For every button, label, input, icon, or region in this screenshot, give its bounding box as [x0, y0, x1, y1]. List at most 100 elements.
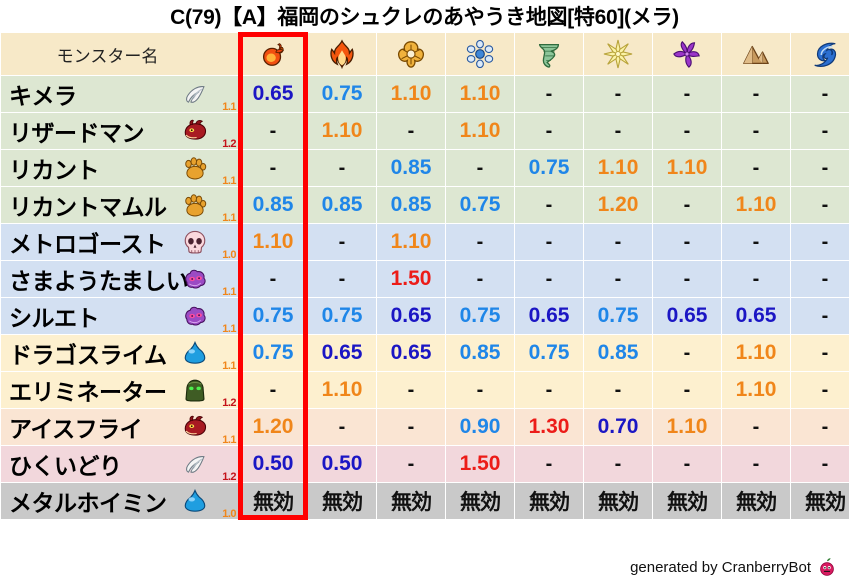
resistance-cell[interactable]: 0.50 — [239, 446, 307, 482]
column-header-water-wave[interactable] — [791, 33, 849, 75]
resistance-cell[interactable]: - — [791, 335, 849, 371]
resistance-cell[interactable]: - — [653, 187, 721, 223]
monster-name-cell[interactable]: メタルホイミン 1.0 — [1, 483, 238, 520]
monster-name-cell[interactable]: リカント 1.1 — [1, 150, 238, 187]
resistance-cell[interactable]: - — [446, 224, 514, 260]
resistance-cell[interactable]: - — [791, 446, 849, 482]
resistance-cell[interactable]: 0.65 — [515, 298, 583, 334]
resistance-cell[interactable]: 1.50 — [446, 446, 514, 482]
monster-name-cell[interactable]: メトロゴースト 1.0 — [1, 224, 238, 261]
resistance-cell[interactable]: - — [722, 261, 790, 297]
table-row[interactable]: エリミネーター 1.2-1.10- - - - -1.10- — [1, 372, 849, 409]
resistance-cell[interactable]: 無効 — [791, 483, 849, 519]
table-row[interactable]: さまようたましい 1.1- -1.50- - - - - - — [1, 261, 849, 298]
resistance-cell[interactable]: - — [584, 113, 652, 149]
resistance-cell[interactable]: - — [653, 446, 721, 482]
resistance-cell[interactable]: 1.10 — [446, 113, 514, 149]
resistance-cell[interactable]: - — [446, 372, 514, 408]
resistance-cell[interactable]: 無効 — [308, 483, 376, 519]
resistance-cell[interactable]: - — [791, 224, 849, 260]
resistance-cell[interactable]: - — [653, 372, 721, 408]
resistance-cell[interactable]: - — [515, 224, 583, 260]
resistance-cell[interactable]: - — [515, 261, 583, 297]
resistance-cell[interactable]: 0.75 — [308, 76, 376, 112]
resistance-cell[interactable]: 無効 — [653, 483, 721, 519]
resistance-cell[interactable]: - — [515, 76, 583, 112]
resistance-cell[interactable]: - — [308, 409, 376, 445]
resistance-cell[interactable]: - — [446, 150, 514, 186]
monster-name-cell[interactable]: ひくいどり 1.2 — [1, 446, 238, 483]
monster-name-cell[interactable]: リザードマン 1.2 — [1, 113, 238, 150]
resistance-cell[interactable]: - — [791, 76, 849, 112]
resistance-cell[interactable]: 0.75 — [446, 187, 514, 223]
resistance-cell[interactable]: 1.10 — [239, 224, 307, 260]
resistance-cell[interactable]: - — [377, 372, 445, 408]
resistance-cell[interactable]: - — [377, 113, 445, 149]
resistance-cell[interactable]: - — [239, 261, 307, 297]
table-row[interactable]: シルエト 1.1 0.75 0.75 0.65 0.75 0.65 0.75 0.65 0.65- — [1, 298, 849, 335]
resistance-cell[interactable]: - — [515, 113, 583, 149]
column-header-tornado-wind[interactable] — [515, 33, 583, 75]
resistance-cell[interactable]: 0.85 — [308, 187, 376, 223]
resistance-cell[interactable]: - — [515, 187, 583, 223]
resistance-cell[interactable]: - — [584, 446, 652, 482]
table-row[interactable]: キメラ 1.1 0.65 0.75 1.10 1.10- - - - - — [1, 76, 849, 113]
resistance-cell[interactable]: 0.65 — [722, 298, 790, 334]
resistance-cell[interactable]: 1.10 — [722, 187, 790, 223]
table-row[interactable]: ドラゴスライム 1.1 0.75 0.65 0.65 0.85 0.75 0.85-1.10- — [1, 335, 849, 372]
table-row[interactable]: メタルホイミン 1.0 無効 無効 無効 無効 無効 無効 無効 無効 無効 — [1, 483, 849, 520]
resistance-cell[interactable]: 0.75 — [446, 298, 514, 334]
resistance-cell[interactable]: - — [584, 224, 652, 260]
resistance-cell[interactable]: 無効 — [239, 483, 307, 519]
column-header-mera-meteor[interactable] — [239, 33, 307, 75]
resistance-cell[interactable]: 1.10 — [653, 150, 721, 186]
column-header-hyado-ice[interactable] — [377, 33, 445, 75]
resistance-cell[interactable]: 0.50 — [308, 446, 376, 482]
resistance-cell[interactable]: 0.85 — [446, 335, 514, 371]
monster-name-cell[interactable]: ドラゴスライム 1.1 — [1, 335, 238, 372]
resistance-cell[interactable]: 無効 — [377, 483, 445, 519]
resistance-cell[interactable]: 0.85 — [239, 187, 307, 223]
resistance-cell[interactable]: - — [791, 261, 849, 297]
resistance-cell[interactable]: - — [239, 372, 307, 408]
resistance-cell[interactable]: - — [446, 261, 514, 297]
resistance-cell[interactable]: 0.65 — [377, 335, 445, 371]
resistance-cell[interactable]: - — [653, 113, 721, 149]
resistance-cell[interactable]: - — [308, 261, 376, 297]
monster-name-cell[interactable]: シルエト 1.1 — [1, 298, 238, 335]
resistance-cell[interactable]: 0.65 — [239, 76, 307, 112]
table-row[interactable]: リザードマン 1.2-1.10-1.10- - - - - — [1, 113, 849, 150]
resistance-cell[interactable]: 1.10 — [308, 372, 376, 408]
resistance-cell[interactable]: 1.20 — [239, 409, 307, 445]
resistance-cell[interactable]: 無効 — [584, 483, 652, 519]
resistance-cell[interactable]: - — [791, 298, 849, 334]
resistance-cell[interactable]: 0.75 — [515, 150, 583, 186]
monster-name-cell[interactable]: キメラ 1.1 — [1, 76, 238, 113]
resistance-cell[interactable]: - — [308, 224, 376, 260]
resistance-cell[interactable]: 1.10 — [653, 409, 721, 445]
resistance-cell[interactable]: 無効 — [722, 483, 790, 519]
resistance-cell[interactable]: 1.50 — [377, 261, 445, 297]
resistance-cell[interactable]: - — [377, 409, 445, 445]
resistance-cell[interactable]: - — [722, 113, 790, 149]
resistance-cell[interactable]: - — [722, 409, 790, 445]
resistance-cell[interactable]: - — [515, 372, 583, 408]
table-row[interactable]: リカント 1.1- -0.85-0.75 1.10 1.10- - — [1, 150, 849, 187]
resistance-cell[interactable]: 1.30 — [515, 409, 583, 445]
resistance-cell[interactable]: 0.85 — [584, 335, 652, 371]
column-header-earth-mountain[interactable] — [722, 33, 790, 75]
monster-name-cell[interactable]: エリミネーター 1.2 — [1, 372, 238, 409]
resistance-cell[interactable]: 0.85 — [377, 187, 445, 223]
resistance-cell[interactable]: - — [653, 261, 721, 297]
resistance-cell[interactable]: - — [791, 150, 849, 186]
resistance-cell[interactable]: - — [791, 113, 849, 149]
resistance-cell[interactable]: 0.65 — [308, 335, 376, 371]
table-row[interactable]: メトロゴースト 1.0 1.10-1.10- - - - - - — [1, 224, 849, 261]
table-row[interactable]: リカントマムル 1.1 0.85 0.85 0.85 0.75-1.20-1.10- — [1, 187, 849, 224]
resistance-cell[interactable]: 1.10 — [722, 335, 790, 371]
monster-name-cell[interactable]: リカントマムル 1.1 — [1, 187, 238, 224]
column-header-bagi-snowflake[interactable] — [446, 33, 514, 75]
column-header-dark-pinwheel[interactable] — [653, 33, 721, 75]
resistance-cell[interactable]: - — [722, 446, 790, 482]
resistance-cell[interactable]: - — [584, 372, 652, 408]
